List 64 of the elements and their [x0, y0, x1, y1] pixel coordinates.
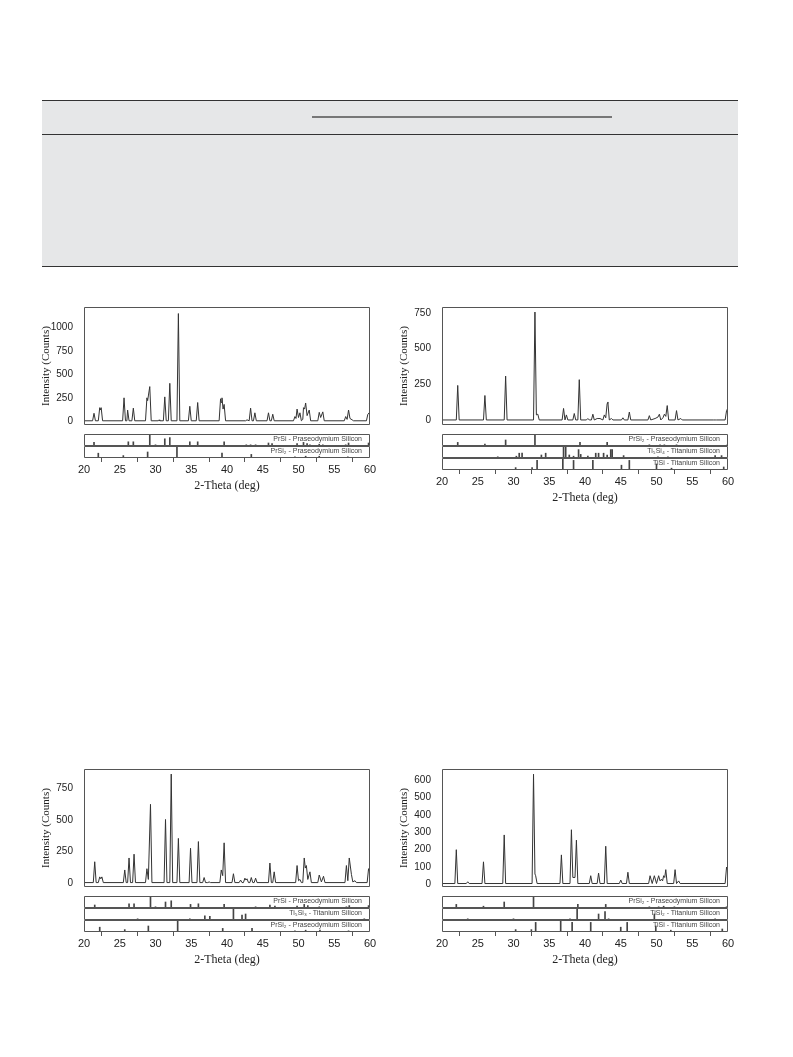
- y-tick-label: 500: [414, 791, 432, 803]
- x-tick-label: 45: [256, 462, 269, 475]
- x-tick-label: 50: [650, 474, 663, 487]
- x-tick-label: 45: [614, 936, 627, 949]
- x-axis-title: 2-Theta (deg): [552, 489, 618, 504]
- y-tick-label: 0: [425, 414, 432, 426]
- y-tick-label: 250: [56, 391, 74, 403]
- y-axis-title: Intensity (Counts): [397, 787, 411, 868]
- x-tick-label: 45: [614, 474, 627, 487]
- y-tick-label: 500: [56, 368, 74, 380]
- x-tick-label: 55: [328, 462, 341, 475]
- x-tick-label: 25: [113, 936, 126, 949]
- x-tick-label: 40: [578, 474, 592, 487]
- y-tick-label: 0: [67, 876, 74, 888]
- y-tick-label: 200: [414, 843, 432, 855]
- y-tick-label: 300: [414, 826, 432, 838]
- y-tick-label: 0: [425, 878, 432, 890]
- x-tick-label: 45: [256, 936, 269, 949]
- x-tick-label: 50: [650, 936, 663, 949]
- y-tick-label: 400: [414, 808, 432, 820]
- y-tick-label: 750: [56, 344, 74, 356]
- x-tick-label: 60: [363, 462, 377, 475]
- x-tick-label: 20: [77, 936, 91, 949]
- x-tick-label: 30: [507, 936, 520, 949]
- x-tick-label: 20: [77, 462, 91, 475]
- x-tick-label: 30: [507, 474, 520, 487]
- x-tick-label: 40: [220, 936, 234, 949]
- x-tick-label: 25: [471, 474, 484, 487]
- x-tick-label: 25: [471, 936, 484, 949]
- x-tick-label: 20: [435, 936, 449, 949]
- x-tick-label: 30: [149, 462, 162, 475]
- x-tick-label: 55: [686, 474, 699, 487]
- x-tick-label: 60: [363, 936, 377, 949]
- y-tick-label: 750: [414, 306, 432, 318]
- y-tick-label: 0: [67, 415, 74, 426]
- x-tick-label: 40: [220, 462, 234, 475]
- y-axis-title: Intensity (Counts): [39, 325, 53, 406]
- x-tick-label: 35: [543, 936, 556, 949]
- x-tick-label: 35: [543, 474, 556, 487]
- x-tick-label: 35: [185, 462, 198, 475]
- x-tick-label: 55: [686, 936, 699, 949]
- y-tick-label: 100: [414, 860, 432, 872]
- y-tick-label: 600: [414, 774, 432, 786]
- y-axis-title: Intensity (Counts): [39, 787, 53, 868]
- y-tick-label: 500: [414, 342, 432, 354]
- x-tick-label: 35: [185, 936, 198, 949]
- x-tick-label: 50: [292, 936, 305, 949]
- y-tick-label: 500: [56, 813, 74, 825]
- x-tick-label: 25: [113, 462, 126, 475]
- x-axis-title: 2-Theta (deg): [194, 477, 260, 492]
- x-tick-label: 40: [578, 936, 592, 949]
- y-axis-title: Intensity (Counts): [397, 325, 411, 406]
- x-tick-label: 20: [435, 474, 449, 487]
- y-tick-label: 250: [414, 378, 432, 390]
- y-tick-label: 750: [56, 782, 74, 794]
- y-tick-label: 250: [56, 845, 74, 857]
- x-tick-label: 50: [292, 462, 305, 475]
- x-axis-title: 2-Theta (deg): [194, 951, 260, 966]
- x-axis-title: 2-Theta (deg): [552, 951, 618, 966]
- x-tick-label: 60: [721, 474, 735, 487]
- y-tick-label: 1000: [50, 321, 74, 333]
- x-tick-label: 55: [328, 936, 341, 949]
- x-tick-label: 60: [721, 936, 735, 949]
- x-tick-label: 30: [149, 936, 162, 949]
